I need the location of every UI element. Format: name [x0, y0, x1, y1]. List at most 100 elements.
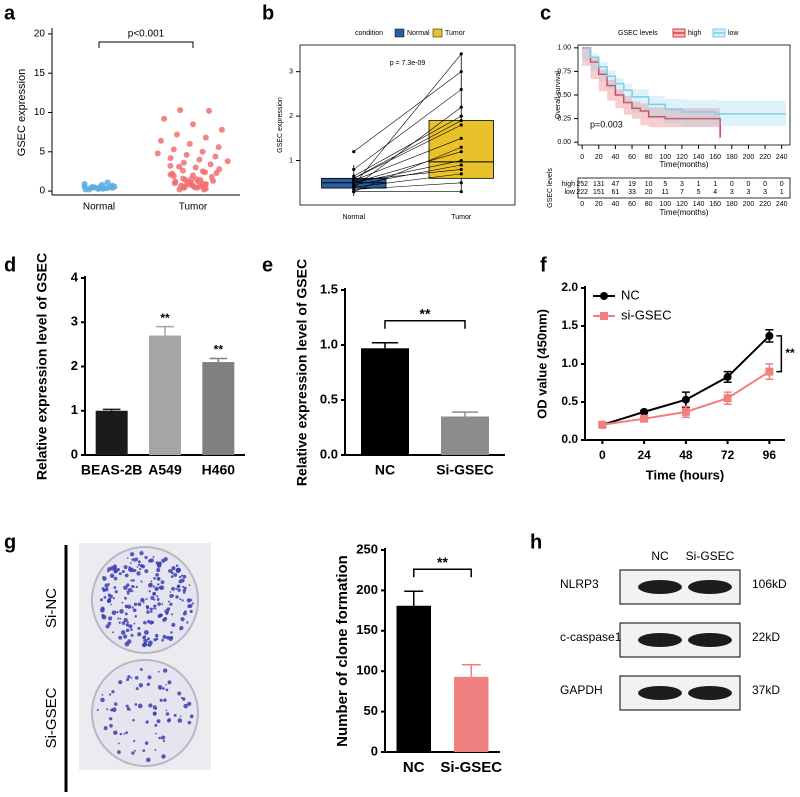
colony [179, 598, 182, 601]
data-point [180, 159, 187, 166]
risk-count: 131 [593, 181, 605, 188]
data-point [199, 148, 206, 155]
data-point [352, 187, 356, 192]
colony [137, 563, 141, 567]
colony [107, 583, 110, 586]
colony [119, 617, 122, 620]
x-tick-label: BEAS-2B [81, 462, 142, 478]
data-point [459, 181, 463, 185]
x-tick-label: Si-GSEC [440, 759, 502, 776]
x-tick-label: 200 [743, 154, 755, 161]
data-point [173, 131, 180, 138]
colony [107, 593, 111, 597]
colony [142, 635, 146, 640]
image-label: Si-NC [43, 588, 60, 628]
significance-label: ** [420, 306, 431, 322]
y-axis-label: OD value (450nm) [534, 309, 549, 419]
colony [170, 613, 174, 616]
risk-count: 47 [612, 181, 620, 188]
colony [136, 566, 139, 568]
data-point [459, 145, 463, 149]
error-bar [156, 325, 174, 336]
colony [163, 557, 168, 562]
data-point [459, 105, 463, 109]
data-point [459, 158, 463, 163]
colony [162, 668, 168, 673]
colony [182, 588, 187, 593]
pair-line [353, 169, 462, 181]
data-point [181, 184, 188, 191]
confidence-band [582, 47, 786, 127]
colony [109, 717, 113, 721]
colony [118, 635, 123, 640]
colony [132, 579, 135, 582]
marker [765, 331, 774, 340]
colony [152, 555, 155, 558]
colony [150, 596, 155, 601]
y-axis-label: Overall survival [555, 71, 562, 119]
data-point [157, 137, 164, 144]
risk-count: 11 [662, 189, 669, 196]
data-point [212, 153, 219, 160]
colony [113, 730, 118, 735]
data-point [154, 150, 161, 157]
annotation: p<0.001 [128, 29, 165, 40]
colony [177, 691, 182, 696]
colony [158, 736, 162, 740]
colony [134, 749, 136, 752]
colony [188, 584, 191, 587]
legend-swatch [432, 28, 443, 38]
colony [111, 707, 117, 713]
risk-count: 61 [612, 189, 620, 196]
colony [127, 639, 132, 644]
risk-count: 7 [680, 189, 684, 196]
colony [170, 575, 174, 578]
x-axis-label: Time(months) [659, 208, 708, 217]
risk-count: 3 [763, 189, 767, 196]
y-tick-label: 0 [39, 186, 45, 197]
colony [175, 595, 179, 599]
colony [133, 560, 136, 563]
data-point [459, 167, 463, 172]
colony [113, 571, 117, 574]
colony [148, 590, 151, 593]
data-point [199, 168, 206, 175]
colony [188, 603, 193, 608]
colony [102, 576, 105, 579]
colony [170, 631, 173, 634]
data-point [190, 121, 196, 128]
pair-line [353, 115, 462, 177]
colony [121, 621, 126, 625]
colony [131, 606, 134, 609]
blot-band [638, 633, 682, 647]
colony [137, 560, 141, 564]
y-tick-label: 5 [39, 146, 45, 157]
data-point [207, 161, 214, 168]
plot-frame [299, 44, 516, 206]
colony [109, 573, 115, 579]
pair-line [353, 124, 462, 179]
x-axis-label: Time(months) [659, 160, 708, 169]
colony [142, 749, 146, 752]
x-tick-label: Normal [342, 214, 365, 221]
x-tick-label: 20 [595, 201, 603, 208]
y-tick-label: 250 [356, 541, 378, 556]
y-tick-label: 1.5 [561, 318, 578, 332]
colony [133, 739, 136, 743]
data-point [459, 123, 463, 127]
colony [112, 631, 115, 634]
data-point [352, 176, 356, 180]
colony [152, 607, 155, 610]
y-tick-label: 10 [34, 107, 46, 118]
colony [154, 723, 158, 727]
colony [126, 621, 129, 624]
data-point [213, 170, 220, 176]
data-point [170, 173, 177, 180]
colony [157, 670, 160, 673]
colony [125, 731, 129, 735]
risk-count: 1 [697, 181, 701, 188]
colony [133, 602, 138, 607]
x-tick-label: 40 [612, 201, 620, 208]
colony [182, 591, 186, 594]
colony [133, 622, 136, 625]
